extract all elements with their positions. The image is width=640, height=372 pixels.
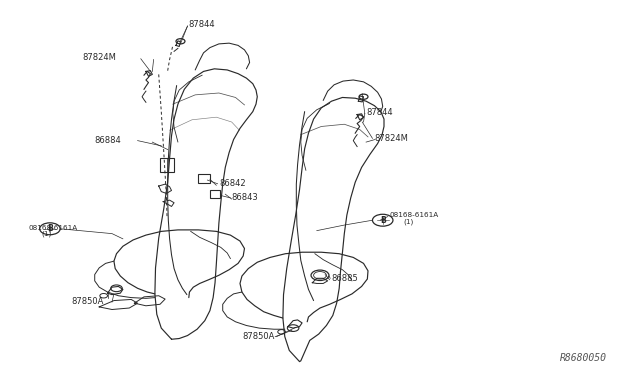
FancyBboxPatch shape xyxy=(198,174,210,183)
Text: 87824M: 87824M xyxy=(374,134,408,143)
Text: (1): (1) xyxy=(403,218,413,225)
Text: 87844: 87844 xyxy=(189,20,216,29)
Text: (1): (1) xyxy=(42,230,52,237)
Text: 87824M: 87824M xyxy=(82,53,116,62)
Text: 08168-6161A: 08168-6161A xyxy=(28,225,77,231)
Text: R8680050: R8680050 xyxy=(560,353,607,363)
Text: 86884: 86884 xyxy=(95,136,122,145)
Text: 87844: 87844 xyxy=(366,108,393,117)
Text: 08168-6161A: 08168-6161A xyxy=(389,212,438,218)
Text: B: B xyxy=(47,224,52,233)
Text: 86842: 86842 xyxy=(219,179,246,188)
Text: 87850A: 87850A xyxy=(72,297,104,306)
FancyBboxPatch shape xyxy=(160,158,174,172)
Text: 86843: 86843 xyxy=(232,193,259,202)
Text: B: B xyxy=(380,216,385,225)
FancyBboxPatch shape xyxy=(210,190,220,198)
Text: 87850A: 87850A xyxy=(242,332,275,341)
Text: 86885: 86885 xyxy=(332,274,358,283)
